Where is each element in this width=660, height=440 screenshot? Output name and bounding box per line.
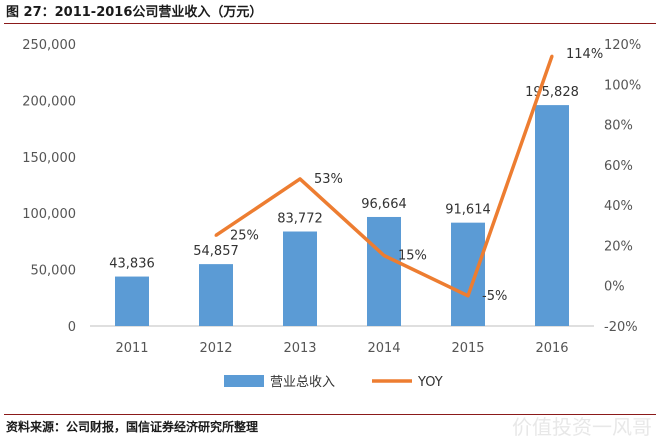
y-right-tick-label: 120% <box>604 38 641 53</box>
yoy-value-label: 25% <box>230 228 259 243</box>
bar-value-label: 96,664 <box>361 197 407 212</box>
yoy-point <box>466 294 470 298</box>
yoy-value-label: 53% <box>314 172 343 187</box>
title-rule <box>4 23 656 24</box>
bar-value-label: 54,857 <box>193 244 239 259</box>
bar-value-label: 43,836 <box>109 257 155 272</box>
y-left-tick-label: 150,000 <box>22 151 76 166</box>
legend-swatch-revenue <box>224 375 264 387</box>
y-left-tick-label: 200,000 <box>22 94 76 109</box>
y-left-tick-label: 50,000 <box>31 264 77 279</box>
x-tick-label: 2015 <box>451 341 484 356</box>
y-right-tick-label: 100% <box>604 78 641 93</box>
y-left-tick-label: 100,000 <box>22 207 76 222</box>
x-tick-label: 2014 <box>367 341 400 356</box>
bar-value-label: 195,828 <box>525 85 579 100</box>
yoy-point <box>550 54 554 58</box>
bar <box>283 231 317 326</box>
y-left-tick-label: 0 <box>68 320 76 335</box>
x-tick-label: 2011 <box>115 341 148 356</box>
y-right-tick-label: 40% <box>604 199 633 214</box>
y-right-tick-label: 20% <box>604 239 633 254</box>
legend-label-yoy: YOY <box>417 375 443 390</box>
bar <box>451 222 485 326</box>
bar <box>115 276 149 326</box>
source-note: 资料来源：公司财报，国信证券经济研究所整理 <box>6 420 259 434</box>
revenue-chart: 0 50,000 100,000 150,000 200,000 250,000 -20% 0… <box>22 38 641 390</box>
bar <box>199 264 233 326</box>
source-rule <box>4 414 656 415</box>
y-right-tick-label: 80% <box>604 119 633 134</box>
bar-value-label: 83,772 <box>277 212 323 227</box>
figure-title: 图 27：2011-2016公司营业收入（万元） <box>6 5 263 20</box>
x-tick-label: 2016 <box>535 341 568 356</box>
x-tick-label: 2012 <box>199 341 232 356</box>
bar <box>367 216 401 326</box>
y-right-tick-label: 0% <box>604 280 625 295</box>
legend-label-revenue: 营业总收入 <box>270 375 335 390</box>
yoy-value-label: 15% <box>398 249 427 264</box>
bar <box>535 105 569 326</box>
yoy-point <box>214 233 218 237</box>
yoy-value-label: 114% <box>566 47 603 62</box>
bar-value-label: 91,614 <box>445 203 491 218</box>
yoy-point <box>382 254 386 257</box>
y-right-tick-label: 60% <box>604 159 633 174</box>
x-tick-label: 2013 <box>283 341 316 356</box>
watermark: 价值投资一风哥 <box>512 415 652 439</box>
yoy-value-label: -5% <box>482 289 507 304</box>
y-right-tick-label: -20% <box>604 320 638 335</box>
y-left-tick-label: 250,000 <box>22 38 76 53</box>
yoy-point <box>298 177 302 181</box>
